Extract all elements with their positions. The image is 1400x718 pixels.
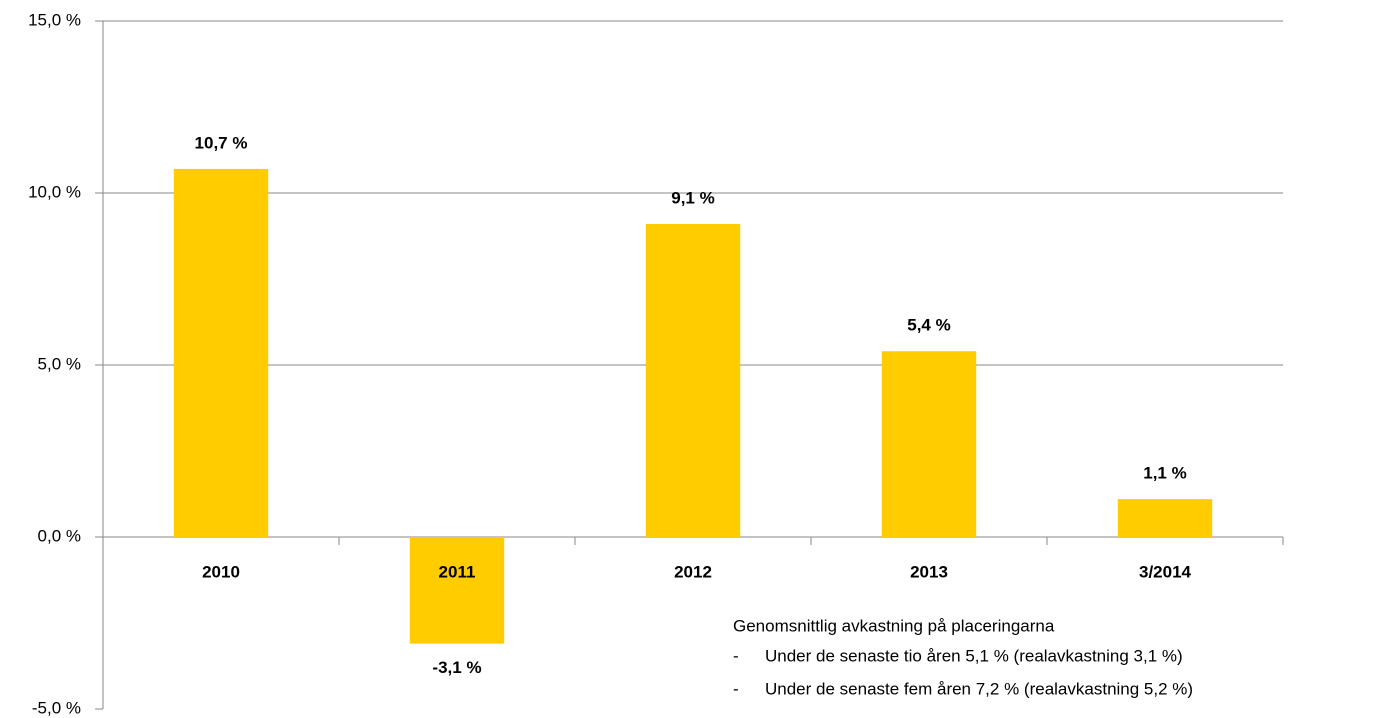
data-label: 10,7 % [195, 133, 248, 152]
x-tick-label: 2012 [674, 562, 712, 581]
bullet: - [733, 646, 739, 665]
x-tick-label: 2011 [439, 562, 476, 581]
bar [409, 537, 505, 644]
bar [645, 223, 741, 537]
bar [173, 168, 269, 538]
x-tick-label: 3/2014 [1139, 562, 1192, 581]
annotation-heading: Genomsnittlig avkastning på placeringarn… [733, 616, 1055, 635]
x-tick-label: 2010 [202, 562, 240, 581]
y-tick-label: 5,0 % [38, 354, 81, 373]
y-tick-label: 15,0 % [28, 10, 81, 29]
y-tick-label: -5,0 % [32, 698, 81, 717]
data-label: 5,4 % [907, 316, 950, 335]
data-label: -3,1 % [432, 658, 481, 677]
y-tick-label: 10,0 % [28, 182, 81, 201]
annotation-item: Under de senaste fem åren 7,2 % (realavk… [765, 679, 1193, 698]
x-tick-label: 2013 [910, 562, 948, 581]
y-tick-label: 0,0 % [38, 526, 81, 545]
bar [881, 351, 977, 537]
annotation-item: Under de senaste tio åren 5,1 % (realavk… [765, 646, 1183, 665]
data-label: 1,1 % [1143, 464, 1186, 483]
bullet: - [733, 679, 739, 698]
bar [1117, 499, 1213, 537]
data-label: 9,1 % [671, 188, 714, 207]
